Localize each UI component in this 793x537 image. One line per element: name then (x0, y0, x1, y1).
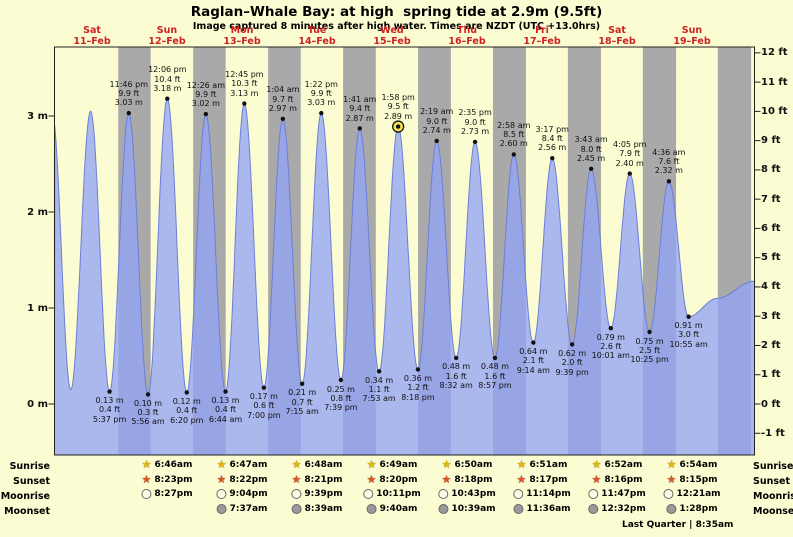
high-tide-dot (242, 101, 247, 106)
low-tide-dot (453, 355, 459, 361)
high-tide-dot (588, 166, 594, 171)
low-tide-dot (531, 340, 536, 345)
plot-frame (54, 46, 755, 456)
high-tide-dot (472, 139, 478, 145)
high-tide-dot (666, 179, 672, 184)
high-tide-dot (280, 116, 286, 122)
high-tide-dot (319, 110, 324, 116)
high-tide-dot (203, 111, 209, 117)
low-tide-dot (145, 392, 151, 397)
high-tide-dot (434, 138, 439, 144)
low-tide-dot (686, 314, 691, 319)
low-tide-dot (492, 355, 498, 361)
high-tide-dot (627, 171, 632, 176)
low-tide-dot (107, 389, 112, 394)
low-tide-dot (647, 329, 652, 335)
high-tide-dot (126, 110, 131, 116)
low-tide-dot (223, 389, 228, 394)
high-tide-dot (165, 96, 170, 101)
page-title: Raglan–Whale Bay: at high spring tide at… (190, 4, 603, 20)
low-tide-dot (608, 325, 614, 331)
high-tide-dot (357, 126, 362, 131)
low-tide-dot (415, 367, 421, 372)
tide-curve (53, 97, 755, 456)
low-tide-dot (299, 381, 305, 387)
page-subtitle: Image captured 8 minutes after high wate… (192, 21, 601, 32)
low-tide-dot (338, 377, 344, 383)
low-tide-dot (376, 369, 382, 374)
low-tide-dot (261, 385, 267, 390)
high-tide-dot (550, 156, 555, 161)
low-tide-dot (569, 342, 575, 347)
low-tide-dot (184, 390, 189, 395)
high-tide-dot (395, 124, 401, 129)
high-tide-dot (511, 152, 516, 157)
